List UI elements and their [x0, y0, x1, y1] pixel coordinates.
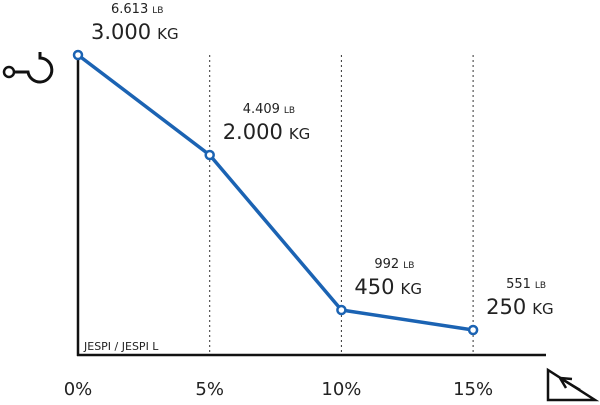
x-tick-label: 0%	[64, 379, 93, 400]
lb-unit: LB	[152, 6, 163, 16]
kg-value: 450	[354, 275, 394, 299]
kg-label: 2.000 KG	[223, 120, 311, 144]
lb-unit: LB	[403, 261, 414, 271]
lb-value: 992	[374, 257, 399, 272]
kg-value: 3.000	[91, 20, 151, 44]
hook-icon	[2, 52, 54, 84]
kg-unit: KG	[289, 125, 310, 143]
x-tick-label: 10%	[321, 379, 361, 400]
kg-label: 3.000 KG	[91, 20, 179, 44]
kg-label: 250 KG	[486, 295, 554, 319]
data-point	[204, 149, 215, 161]
lb-value: 4.409	[243, 102, 280, 117]
data-line	[76, 53, 474, 332]
kg-unit: KG	[532, 300, 553, 318]
kg-value: 2.000	[223, 120, 283, 144]
lb-label: 6.613 LB	[111, 2, 163, 17]
lb-label: 992 LB	[374, 257, 414, 272]
lb-label: 4.409 LB	[243, 102, 295, 117]
data-point	[467, 324, 479, 336]
slope-icon	[546, 367, 600, 402]
lb-unit: LB	[535, 281, 546, 291]
x-tick-label: 5%	[195, 379, 224, 400]
x-tick-label: 15%	[453, 379, 493, 400]
kg-unit: KG	[157, 25, 178, 43]
lb-label: 551 LB	[506, 277, 546, 292]
kg-value: 250	[486, 295, 526, 319]
lb-unit: LB	[284, 106, 295, 116]
model-note: JESPI / JESPI L	[83, 340, 159, 353]
lb-value: 6.613	[111, 2, 148, 17]
kg-label: 450 KG	[354, 275, 422, 299]
data-point	[336, 304, 347, 316]
lb-value: 551	[506, 277, 531, 292]
kg-unit: KG	[400, 280, 421, 298]
data-point	[72, 49, 84, 61]
